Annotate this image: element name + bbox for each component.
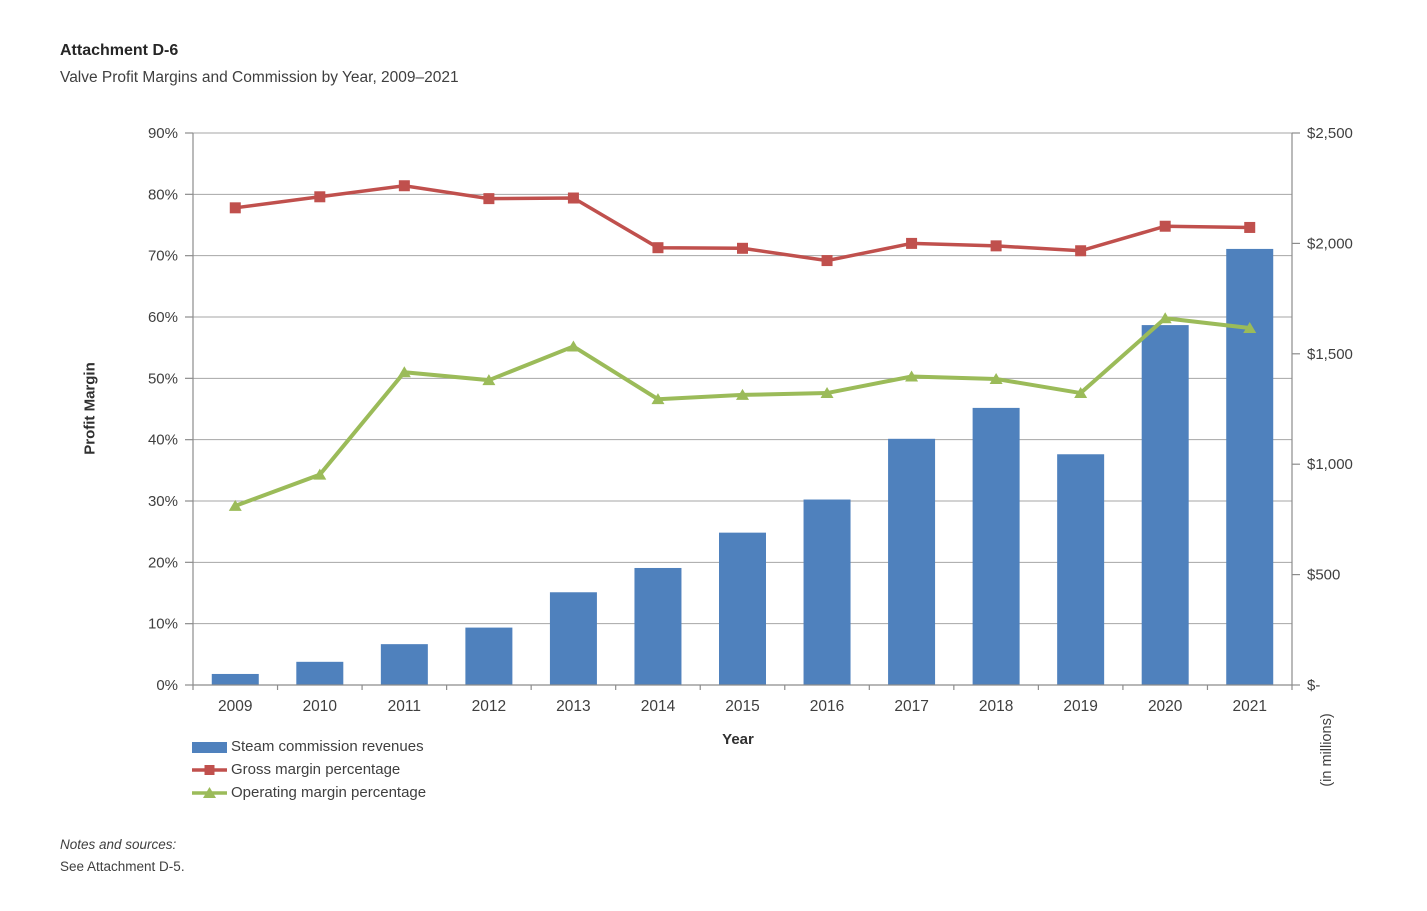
x-axis-category-label: 2012 [472,698,506,715]
bar-2012 [465,627,513,685]
chart-title: Valve Profit Margins and Commission by Y… [60,69,459,86]
bar-swatch-icon [192,741,227,753]
x-axis-category-label: 2015 [725,698,759,715]
x-axis-category-label: 2010 [303,698,338,715]
x-axis-title: Year [722,731,754,748]
square-marker-2012 [483,193,495,205]
legend-label: Steam commission revenues [231,738,424,755]
left-axis-tick-label: 10% [148,616,178,633]
x-axis-category-label: 2013 [556,698,590,715]
bar-2010 [296,661,344,685]
right-axis-tick-label: $2,000 [1307,235,1353,252]
square-marker-2019 [1075,245,1087,257]
left-axis-tick-label: 30% [148,493,178,510]
triangle-marker-2017 [905,370,919,382]
bar-2019 [1057,454,1105,685]
right-axis-title: (in millions) [1319,713,1335,787]
bar-2009 [211,673,259,685]
triangle-marker-2016 [820,387,834,399]
square-marker-2021 [1244,221,1256,233]
left-axis-tick-label: 40% [148,432,178,449]
left-axis-tick-label: 50% [148,370,178,387]
left-axis-tick-label: 90% [148,125,178,142]
bar-2013 [549,592,597,685]
triangle-marker-swatch [203,786,216,798]
square-marker-swatch [204,764,215,775]
triangle-marker-2012 [482,374,496,386]
left-axis-tick-label: 0% [156,677,178,694]
triangle-marker-2009 [228,499,242,511]
triangle-marker-2013 [566,340,580,352]
square-marker-2010 [314,191,326,203]
bar-2014 [634,567,682,685]
line-square-swatch-icon [192,764,227,775]
x-axis-category-label: 2020 [1148,698,1183,715]
legend: Steam commission revenues Gross margin p… [192,735,426,804]
triangle-marker-2021 [1243,322,1257,334]
left-axis-tick-label: 80% [148,186,178,203]
square-marker-2011 [398,180,410,192]
right-axis-tick-label: $- [1307,677,1320,694]
square-marker-2013 [567,192,579,204]
triangle-marker-2014 [651,393,665,405]
left-axis-title: Profit Margin [81,362,99,455]
square-marker-2015 [737,242,748,254]
triangle-marker-2018 [989,372,1003,384]
square-marker-2017 [906,237,918,249]
right-axis-tick-label: $1,500 [1307,346,1353,363]
x-axis-category-label: 2009 [218,698,252,715]
square-marker-2020 [1159,220,1171,232]
square-marker-2018 [990,240,1002,252]
bar-2021 [1226,248,1274,686]
bar-swatch [192,741,227,753]
bar-2020 [1141,325,1189,685]
x-axis-category-label: 2021 [1232,698,1266,715]
legend-item-steam-commission-revenues: Steam commission revenues [192,735,426,758]
bar-2016 [803,499,851,685]
bar-2017 [888,438,936,685]
legend-item-operating-margin-percentage: Operating margin percentage [192,781,426,804]
notes-body: See Attachment D-5. [60,859,185,874]
x-axis-category-label: 2011 [388,698,421,715]
triangle-marker-2015 [736,388,749,400]
left-axis-tick-label: 20% [148,554,178,571]
right-axis-tick-label: $2,500 [1307,125,1353,142]
bar-2018 [972,407,1020,685]
legend-label: Gross margin percentage [231,761,401,778]
right-axis-tick-label: $1,000 [1307,456,1353,473]
left-axis-tick-label: 60% [148,309,178,326]
legend-item-gross-margin-percentage: Gross margin percentage [192,758,426,781]
x-axis-category-label: 2018 [979,698,1013,715]
bar-2015 [719,532,766,685]
attachment-title: Attachment D-6 [60,42,179,59]
triangle-marker-2010 [313,468,327,480]
notes-heading: Notes and sources: [60,837,177,852]
x-axis-category-label: 2019 [1063,698,1097,715]
legend-label: Operating margin percentage [231,784,427,801]
right-axis-tick-label: $500 [1307,567,1340,584]
x-axis-category-label: 2016 [810,698,844,715]
square-marker-2009 [229,202,241,214]
x-axis-category-label: 2014 [641,698,676,715]
triangle-marker-2019 [1074,387,1088,399]
triangle-marker-2020 [1158,312,1172,324]
line-triangle-swatch-icon [192,786,227,798]
x-axis-category-label: 2017 [894,698,928,715]
square-marker-2016 [821,255,833,267]
bar-2011 [380,644,428,685]
left-axis-tick-label: 70% [148,248,178,265]
triangle-marker-2011 [397,366,411,378]
square-marker-2014 [652,242,664,254]
